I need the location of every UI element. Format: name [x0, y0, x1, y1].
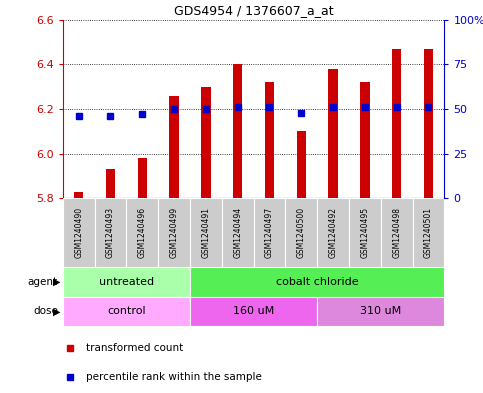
Text: GSM1240495: GSM1240495: [360, 207, 369, 259]
Text: percentile rank within the sample: percentile rank within the sample: [85, 372, 262, 382]
Bar: [222, 198, 254, 267]
Bar: [158, 198, 190, 267]
Bar: [170, 95, 179, 198]
Bar: [127, 198, 158, 267]
Text: GSM1240497: GSM1240497: [265, 207, 274, 259]
Bar: [106, 169, 115, 198]
Bar: [190, 198, 222, 267]
Text: cobalt chloride: cobalt chloride: [276, 277, 358, 287]
Text: GSM1240493: GSM1240493: [106, 207, 115, 259]
Text: dose: dose: [33, 307, 58, 316]
Text: ▶: ▶: [53, 277, 60, 287]
Bar: [63, 267, 190, 297]
Bar: [317, 297, 444, 326]
Text: transformed count: transformed count: [85, 343, 183, 353]
Bar: [424, 49, 433, 198]
Bar: [412, 198, 444, 267]
Bar: [190, 267, 444, 297]
Text: 160 uM: 160 uM: [233, 307, 274, 316]
Text: GSM1240499: GSM1240499: [170, 207, 179, 259]
Bar: [233, 64, 242, 198]
Bar: [265, 82, 274, 198]
Bar: [297, 131, 306, 198]
Bar: [201, 87, 211, 198]
Bar: [254, 198, 285, 267]
Text: GSM1240491: GSM1240491: [201, 208, 211, 258]
Text: GSM1240500: GSM1240500: [297, 207, 306, 259]
Bar: [190, 297, 317, 326]
Bar: [349, 198, 381, 267]
Text: untreated: untreated: [99, 277, 154, 287]
Text: agent: agent: [28, 277, 58, 287]
Bar: [285, 198, 317, 267]
Text: GSM1240498: GSM1240498: [392, 208, 401, 258]
Bar: [317, 198, 349, 267]
Text: GSM1240490: GSM1240490: [74, 207, 83, 259]
Bar: [74, 192, 84, 198]
Bar: [381, 198, 412, 267]
Text: GSM1240494: GSM1240494: [233, 207, 242, 259]
Title: GDS4954 / 1376607_a_at: GDS4954 / 1376607_a_at: [174, 4, 333, 17]
Text: 310 uM: 310 uM: [360, 307, 401, 316]
Bar: [392, 49, 401, 198]
Bar: [138, 158, 147, 198]
Bar: [63, 198, 95, 267]
Bar: [63, 297, 190, 326]
Bar: [360, 82, 369, 198]
Text: ▶: ▶: [53, 307, 60, 316]
Text: GSM1240496: GSM1240496: [138, 207, 147, 259]
Bar: [328, 69, 338, 198]
Bar: [95, 198, 127, 267]
Text: GSM1240501: GSM1240501: [424, 208, 433, 258]
Text: GSM1240492: GSM1240492: [328, 208, 338, 258]
Text: control: control: [107, 307, 146, 316]
